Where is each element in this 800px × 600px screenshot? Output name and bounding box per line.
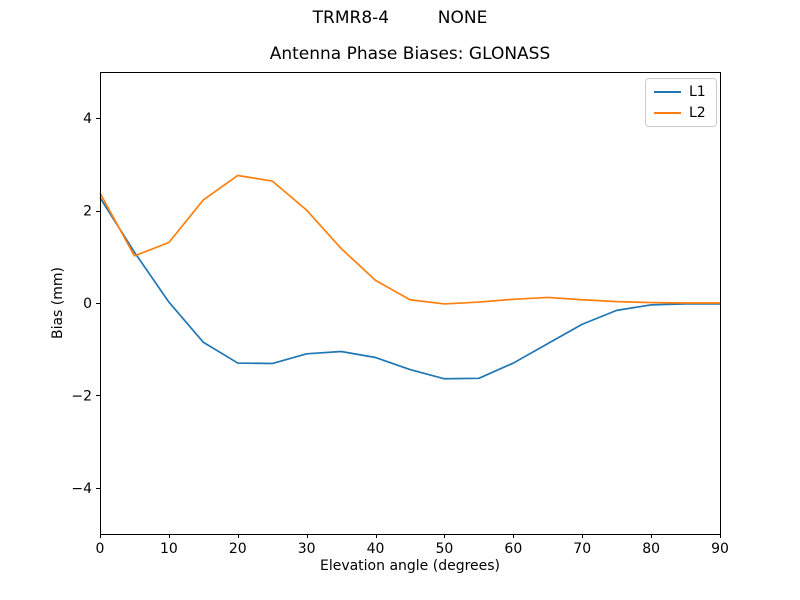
- series-line-l2: [99, 174, 720, 305]
- y-tick-label: 2: [83, 204, 92, 220]
- chart-title: Antenna Phase Biases: GLONASS: [269, 44, 551, 64]
- x-axis-label: Elevation angle (degrees): [319, 558, 501, 574]
- legend-line-swatch-l2: [654, 112, 681, 114]
- series-line-l1: [99, 197, 720, 380]
- x-tick-label: 70: [573, 541, 591, 557]
- y-tick-label: −2: [71, 388, 92, 404]
- suptitle: TRMR8-4 NONE: [312, 8, 488, 28]
- legend-item-l1: L1: [654, 85, 706, 99]
- x-tick-label: 40: [367, 541, 385, 557]
- x-tick-label: 0: [96, 541, 105, 557]
- x-tick-label: 20: [229, 541, 247, 557]
- x-tick-label: 90: [711, 541, 729, 557]
- x-tick-label: 30: [298, 541, 316, 557]
- legend-item-l2: L2: [654, 106, 706, 120]
- y-tick-label: −4: [71, 481, 92, 497]
- y-tick-label: 4: [83, 111, 92, 127]
- legend-label-l2: L2: [689, 105, 706, 121]
- x-tick-label: 80: [642, 541, 660, 557]
- y-tick-label: 0: [83, 296, 92, 312]
- x-tick-label: 10: [160, 541, 178, 557]
- x-tick-label: 50: [436, 541, 454, 557]
- legend-line-swatch-l1: [654, 91, 681, 93]
- x-tick-label: 60: [504, 541, 522, 557]
- legend: L1 L2: [645, 78, 717, 127]
- legend-label-l1: L1: [689, 84, 706, 100]
- axes-border: [100, 72, 721, 535]
